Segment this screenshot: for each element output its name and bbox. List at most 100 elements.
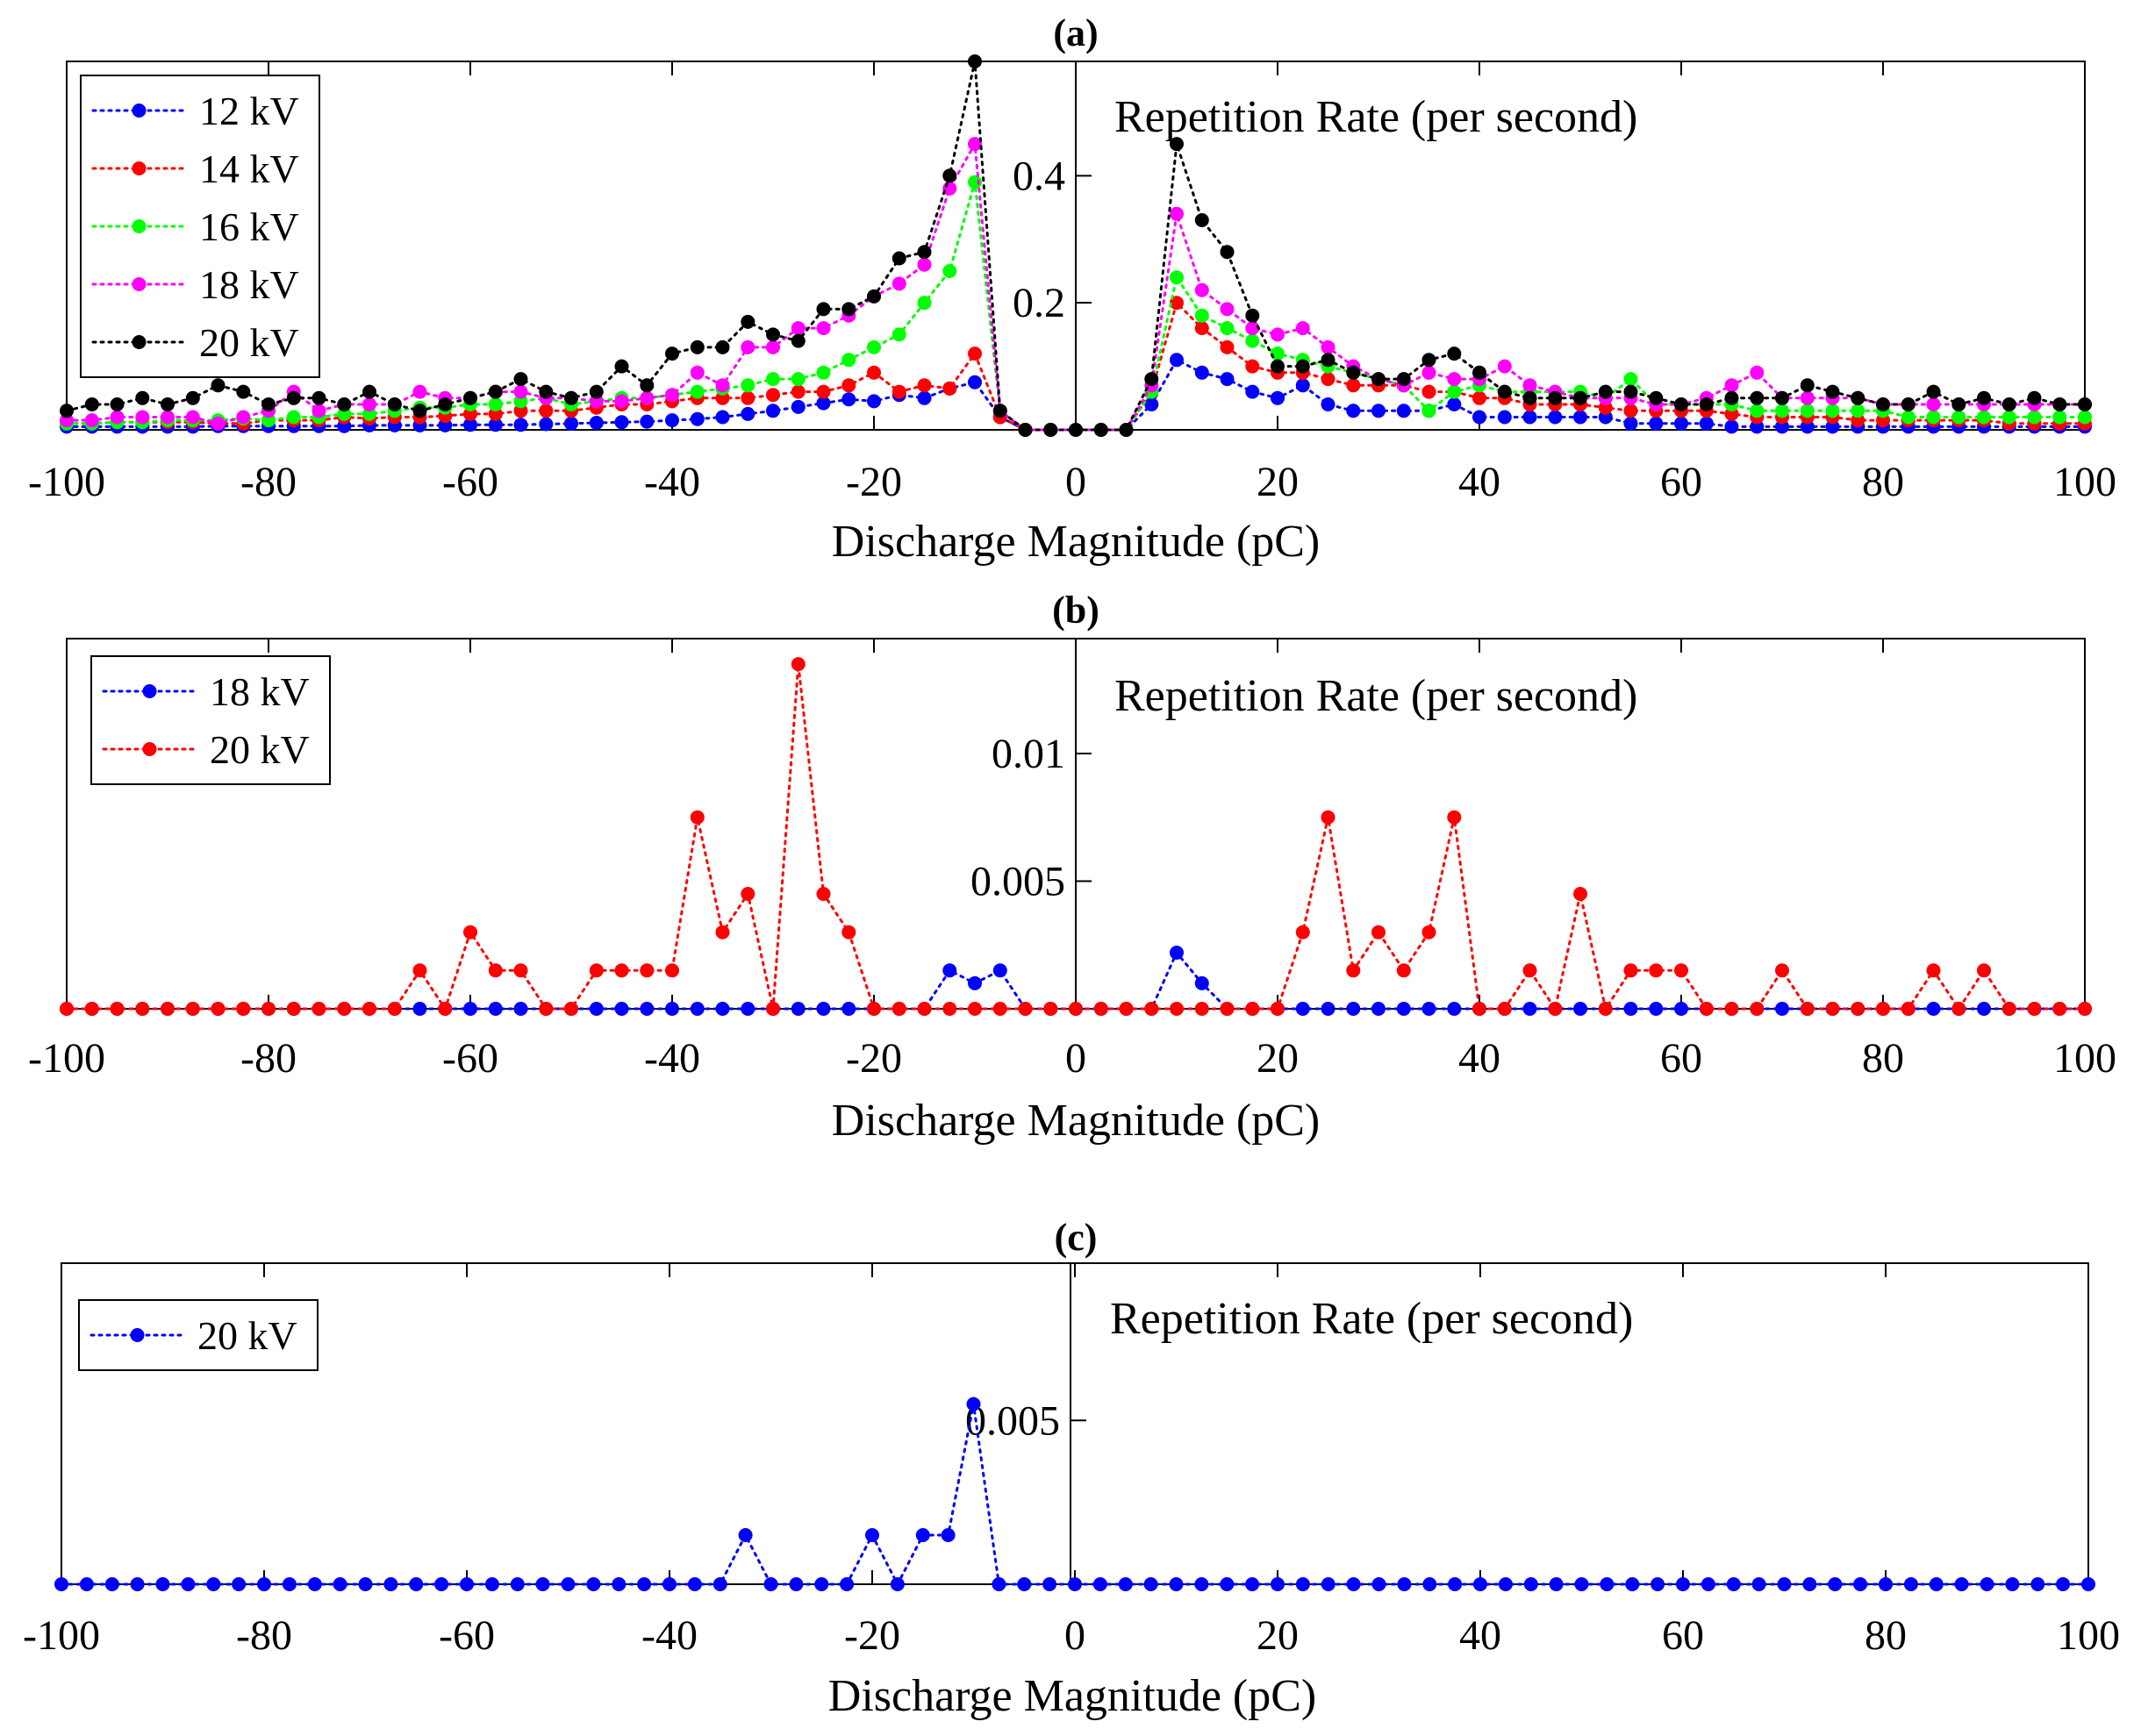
data-point	[816, 396, 831, 411]
data-point	[741, 378, 755, 393]
data-point	[232, 1577, 247, 1591]
data-point	[1194, 975, 1209, 990]
y-tick-label: 0.005	[970, 858, 1065, 904]
data-point	[1548, 390, 1563, 405]
data-point	[841, 1002, 856, 1016]
legend-label: 18 kV	[210, 669, 310, 714]
data-point	[561, 1577, 576, 1591]
data-point	[236, 384, 251, 399]
data-point	[766, 372, 780, 387]
data-point	[816, 302, 831, 317]
x-tick-label: 20	[1257, 1035, 1299, 1082]
data-point	[589, 963, 604, 978]
data-point	[1371, 925, 1386, 939]
data-point	[1977, 390, 1991, 405]
data-point	[1068, 1577, 1082, 1591]
data-point	[1447, 397, 1462, 411]
x-tick-label: 0	[1065, 1035, 1086, 1082]
data-point	[110, 1002, 125, 1016]
data-point	[841, 302, 856, 317]
data-point	[513, 418, 528, 432]
x-tick-label: 80	[1862, 459, 1904, 505]
data-point	[1623, 384, 1638, 399]
data-point	[1623, 1002, 1638, 1016]
data-point	[1926, 410, 1941, 425]
data-point	[1901, 410, 1915, 425]
panel-c-axes-box	[61, 1262, 2089, 1585]
legend-label: 18 kV	[199, 262, 299, 307]
data-point	[1901, 397, 1915, 411]
data-point	[1371, 1577, 1386, 1591]
data-point	[1625, 1577, 1640, 1591]
data-point	[513, 963, 528, 978]
data-point	[337, 1002, 352, 1016]
data-point	[1751, 1577, 1766, 1591]
x-tick-label: 80	[1862, 1035, 1904, 1082]
data-point	[614, 963, 629, 978]
data-point	[1271, 346, 1285, 361]
data-point	[992, 1002, 1007, 1016]
data-point	[463, 390, 477, 405]
panel-a-series	[60, 54, 2092, 437]
data-point	[1346, 963, 1361, 978]
data-point	[387, 1002, 402, 1016]
panel-a-legend: 12 kV 14 kV 16 kV 18 kV 20 kV	[80, 75, 320, 378]
x-tick-label: 40	[1458, 459, 1500, 505]
data-point	[1879, 1577, 1893, 1591]
data-point	[488, 963, 503, 978]
data-point	[1649, 390, 1664, 405]
data-point	[942, 1002, 957, 1016]
x-tick-label: -100	[23, 1612, 100, 1659]
data-point	[110, 410, 125, 425]
data-point	[816, 384, 831, 399]
data-point	[1903, 1577, 1918, 1591]
data-point	[236, 1002, 251, 1016]
data-point	[2078, 1002, 2092, 1016]
data-point	[488, 384, 503, 399]
data-point	[1447, 346, 1462, 361]
x-tick-label: 100	[2053, 459, 2116, 505]
data-point	[1396, 372, 1411, 387]
data-point	[1295, 1002, 1310, 1016]
x-tick-label: -20	[844, 1612, 900, 1659]
data-point	[185, 390, 200, 405]
panel-a-xlabel: Discharge Magnitude (pC)	[832, 517, 1320, 567]
data-point	[1271, 1577, 1285, 1591]
data-point	[1573, 390, 1587, 405]
data-point	[1245, 359, 1260, 374]
data-point	[1977, 1002, 1991, 1016]
data-point	[1119, 1002, 1134, 1016]
x-tick-label: -80	[236, 1612, 292, 1659]
data-point	[2052, 410, 2067, 425]
data-point	[791, 333, 806, 348]
data-point	[513, 372, 528, 387]
data-point	[690, 339, 705, 354]
data-point	[589, 384, 604, 399]
series-line	[65, 182, 2087, 432]
data-point	[1245, 333, 1260, 348]
legend-swatch-marker	[132, 104, 147, 118]
panel-c-series	[54, 1397, 2095, 1591]
data-point	[463, 418, 477, 432]
data-point	[968, 175, 982, 189]
data-point	[1623, 963, 1638, 978]
data-point	[1853, 1577, 1868, 1591]
data-point	[891, 251, 906, 266]
data-point	[1800, 378, 1815, 393]
data-point	[640, 390, 655, 405]
data-point	[1271, 390, 1285, 405]
data-point	[865, 1528, 879, 1542]
data-point	[1828, 1577, 1843, 1591]
data-point	[311, 390, 326, 405]
data-point	[2005, 1577, 2020, 1591]
data-point	[1194, 282, 1209, 297]
data-point	[1623, 372, 1638, 387]
data-point	[766, 388, 780, 403]
data-point	[1825, 384, 1840, 399]
data-point	[1143, 1577, 1158, 1591]
data-point	[1170, 296, 1184, 311]
data-point	[1649, 963, 1664, 978]
data-point	[2078, 397, 2092, 411]
data-point	[185, 1002, 200, 1016]
